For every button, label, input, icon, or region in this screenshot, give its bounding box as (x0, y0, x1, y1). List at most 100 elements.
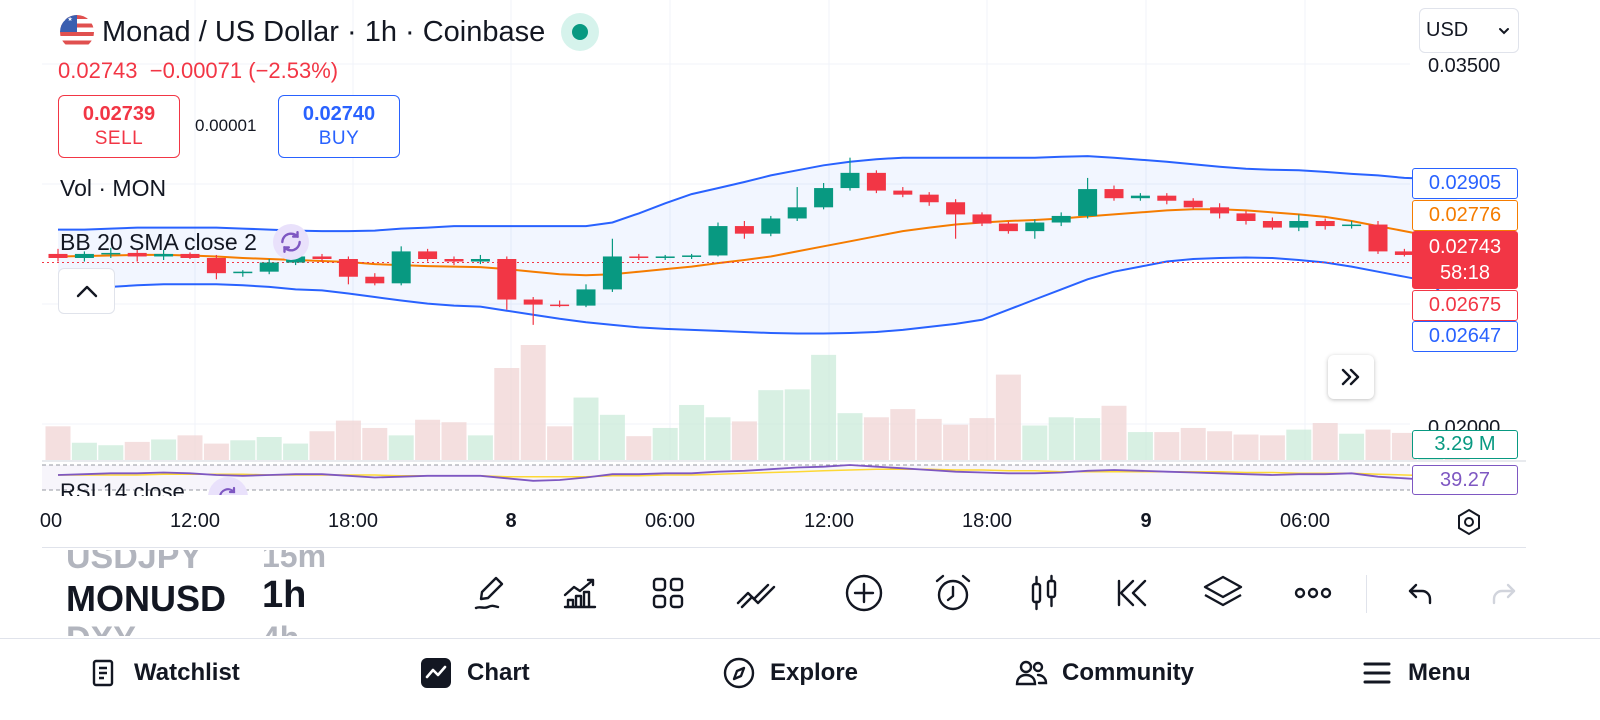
last-price-tag-value: 0.02743 (1428, 236, 1502, 258)
timeframe-selected[interactable]: 1h (262, 574, 307, 616)
volume-bar (1022, 425, 1048, 460)
volume-bar (705, 417, 731, 460)
bar-countdown: 58:18 (1439, 262, 1491, 284)
candle-body (101, 252, 121, 255)
volume-bar (758, 390, 784, 460)
nav-explore[interactable]: Explore (722, 650, 858, 696)
symbol-header[interactable]: Monad / US Dollar · 1h · Coinbase (60, 13, 600, 51)
symbol-title: Monad / US Dollar · 1h · Coinbase (102, 15, 546, 48)
candle-body (286, 256, 306, 263)
candle-body (893, 190, 913, 195)
time-axis-label: 9 (1140, 510, 1152, 532)
nav-watchlist[interactable]: Watchlist (86, 650, 240, 696)
rsi-sync-icon[interactable] (208, 477, 248, 495)
volume-bar (1339, 433, 1365, 460)
candle-body (1078, 189, 1098, 216)
candle-body (1289, 220, 1309, 228)
bollinger-legend-label: BB 20 SMA close 2 (60, 228, 257, 255)
rsi-legend[interactable]: RSI 14 close (60, 479, 185, 496)
bb-basis-tag: 0.02776 (1412, 200, 1518, 231)
nav-chart[interactable]: Chart (419, 650, 530, 696)
scroll-to-realtime-button[interactable] (1328, 355, 1374, 399)
candle-body (206, 257, 226, 274)
bottom-nav-divider (0, 638, 1600, 639)
candle-body (259, 262, 279, 272)
symbol-option[interactable]: DXY (66, 620, 136, 636)
compass-icon (722, 656, 756, 690)
symbol-timeframe-picker[interactable]: USDJPY MONUSD DXY 15m 1h 4h (66, 550, 346, 636)
nav-label: Menu (1408, 659, 1471, 686)
brush-icon[interactable] (465, 568, 515, 618)
symbol-option[interactable]: USDJPY (66, 550, 203, 576)
volume-bar (388, 435, 414, 460)
volume-bar (494, 368, 520, 460)
volume-bar (415, 419, 441, 460)
indicators-icon[interactable] (554, 568, 604, 618)
candle-body (919, 194, 939, 203)
bb-upper-tag: 0.02905 (1412, 168, 1518, 199)
candle-body (1157, 195, 1177, 201)
candle-body (74, 253, 94, 258)
timeframe-option[interactable]: 15m (262, 550, 327, 574)
volume-bar (335, 420, 361, 460)
candle-body (734, 226, 754, 234)
candle-body (365, 276, 385, 284)
volume-bar (283, 443, 309, 460)
redo-icon[interactable] (1488, 568, 1526, 618)
volume-bar (943, 424, 969, 460)
volume-bar (98, 445, 124, 460)
chevron-down-icon (1499, 27, 1509, 34)
spread-value: 0.00001 (195, 116, 257, 135)
symbol-selected[interactable]: MONUSD (66, 578, 226, 619)
candles-icon[interactable] (1019, 568, 1069, 618)
volume-bar (837, 413, 863, 460)
timeframe-option[interactable]: 4h (262, 620, 299, 636)
nav-label: Explore (770, 659, 859, 686)
nav-label: Community (1062, 659, 1194, 686)
volume-bar (45, 426, 71, 460)
bb-lower-tag: 0.02647 (1412, 321, 1518, 352)
candle-body (444, 259, 464, 262)
volume-bar (652, 427, 678, 460)
buy-button[interactable]: 0.02740 BUY (278, 95, 400, 158)
chart-settings-icon[interactable] (1453, 506, 1485, 538)
replay-icon[interactable] (1108, 568, 1158, 618)
volume-bar (467, 435, 493, 460)
currency-select[interactable]: USD (1419, 8, 1519, 53)
alarm-icon[interactable] (928, 568, 978, 618)
candle-body (391, 251, 411, 284)
candle-body (602, 256, 622, 290)
candle-body (866, 172, 886, 191)
chart-canvas[interactable] (0, 0, 1600, 545)
drawings-icon[interactable] (732, 568, 782, 618)
sell-button[interactable]: 0.02739 SELL (58, 95, 180, 158)
last-price-tag: 0.02743 58:18 (1412, 231, 1518, 289)
volume-bars (45, 345, 1470, 460)
candle-body (682, 255, 702, 257)
more-icon[interactable] (1288, 568, 1338, 618)
nav-menu[interactable]: Menu (1360, 650, 1471, 696)
volume-bar (1365, 429, 1391, 460)
undo-icon[interactable] (1395, 568, 1445, 618)
bollinger-legend[interactable]: BB 20 SMA close 2 (60, 224, 309, 260)
volume-bar (916, 418, 942, 460)
volume-bar (1233, 434, 1259, 460)
volume-bar (890, 409, 916, 460)
add-icon[interactable] (839, 568, 889, 618)
collapse-legend-button[interactable] (58, 268, 115, 314)
volume-bar (1286, 429, 1312, 460)
candle-body (761, 218, 781, 234)
layers-icon[interactable] (1198, 568, 1248, 618)
watchlist-icon (86, 656, 120, 690)
us-flag-icon (60, 15, 94, 49)
nav-community[interactable]: Community (1014, 650, 1194, 696)
sync-icon[interactable] (272, 224, 309, 260)
volume-legend[interactable]: Vol · MON (60, 175, 167, 201)
rsi-band (42, 465, 1410, 490)
volume-bar (441, 422, 467, 460)
candle-body (48, 253, 68, 258)
templates-icon[interactable] (643, 568, 693, 618)
volume-bar (969, 418, 995, 460)
candle-body (550, 304, 570, 307)
buy-price: 0.02740 (302, 103, 376, 125)
